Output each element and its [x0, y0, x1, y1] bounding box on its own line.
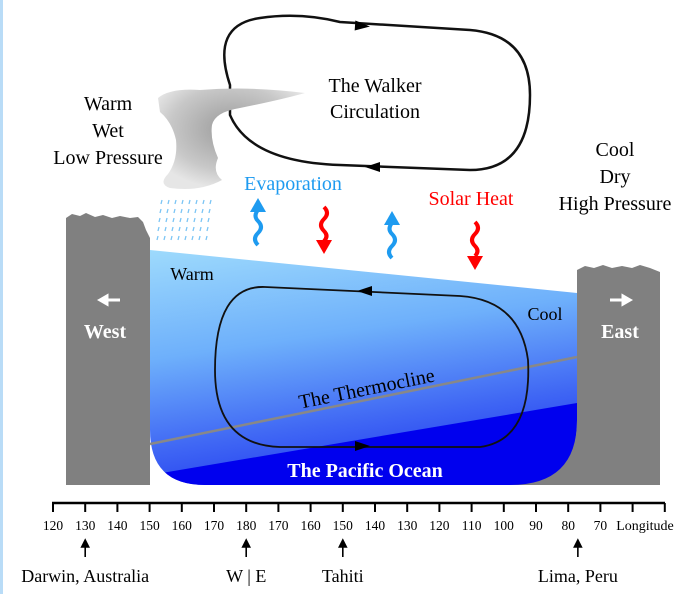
arrow-east-icon	[355, 441, 370, 451]
axis-tick-label: 160	[300, 518, 321, 533]
location-label: Tahiti	[322, 566, 364, 586]
walker-title: Circulation	[330, 101, 420, 123]
axis-tick-label: 150	[333, 518, 354, 533]
axis-tick-label: 180	[236, 518, 257, 533]
west-condition: Warm	[84, 93, 133, 115]
arrow-west-icon	[357, 286, 372, 296]
ocean-circulation-loop	[214, 286, 530, 448]
east-label: East	[601, 321, 639, 343]
thermocline-line	[149, 355, 578, 446]
axis-tick-label: 100	[494, 518, 515, 533]
axis-tick-label: 120	[429, 518, 450, 533]
east-condition: Dry	[599, 166, 630, 188]
axis-tick-label: 70	[594, 518, 608, 533]
east-landmass	[510, 265, 660, 485]
axis-tick-label: 140	[107, 518, 128, 533]
arrow-east-icon	[354, 20, 370, 31]
evaporation-arrow-icon	[250, 198, 266, 247]
evaporation-label: Evaporation	[244, 173, 342, 195]
axis-tick-label: 130	[397, 518, 418, 533]
pacific-ocean-label: The Pacific Ocean	[287, 460, 443, 482]
location-arrow-icon	[338, 538, 348, 557]
arrow-west-icon	[365, 162, 380, 172]
axis-tick-label: 160	[172, 518, 193, 533]
west-condition: Wet	[92, 120, 124, 142]
axis-tick-label: 170	[204, 518, 225, 533]
location-arrow-icon	[241, 538, 251, 557]
walker-title: The Walker	[329, 75, 422, 97]
location-label: Darwin, Australia	[21, 566, 149, 586]
axis-tick-label: 120	[43, 518, 64, 533]
location-arrow-icon	[573, 538, 583, 557]
arrow-right-icon	[610, 293, 634, 307]
location-arrow-icon	[80, 538, 90, 557]
longitude-axis: 120 130 140 150 160 170 180 170 160 150 140 130 120 1…	[21, 501, 666, 586]
west-condition: Low Pressure	[53, 147, 163, 169]
axis-tick-label: 80	[561, 518, 575, 533]
cool-label: Cool	[527, 304, 562, 324]
solar-heat-arrow-icon	[316, 205, 332, 254]
east-condition: High Pressure	[559, 193, 672, 215]
axis-tick-label: 150	[139, 518, 160, 533]
storm-cloud-icon	[156, 88, 305, 241]
axis-tick-label: 130	[75, 518, 96, 533]
west-landmass	[66, 213, 150, 485]
solar-heat-arrow-icon	[467, 220, 483, 270]
axis-tick-label: 90	[529, 518, 543, 533]
east-condition: Cool	[596, 139, 635, 161]
axis-tick-label: 170	[268, 518, 289, 533]
left-border	[0, 0, 3, 594]
axis-tick-label: 140	[365, 518, 386, 533]
west-label: West	[84, 321, 127, 343]
location-label: W | E	[226, 566, 266, 586]
warm-label: Warm	[170, 264, 214, 284]
arrow-left-icon	[96, 293, 120, 307]
axis-tick-label: 110	[462, 518, 482, 533]
evaporation-arrow-icon	[384, 211, 400, 260]
solar-heat-label: Solar Heat	[429, 188, 514, 210]
location-label: Lima, Peru	[538, 566, 618, 586]
axis-label: Longitude	[616, 519, 674, 534]
walker-circulation-loop	[223, 14, 532, 172]
